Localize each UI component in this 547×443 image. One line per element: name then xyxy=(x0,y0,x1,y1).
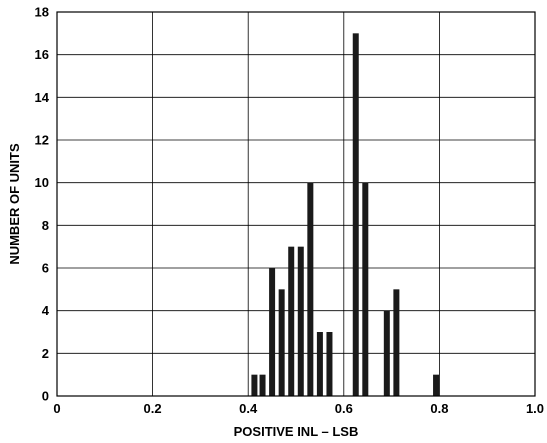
tick-labels: 0 2 4 6 8 10 12 14 16 18 0 0.2 0.4 0.6 0.8 1.0 xyxy=(35,5,545,417)
histogram-bar xyxy=(326,332,333,396)
x-tick-label: 0.6 xyxy=(335,401,353,416)
y-tick-label: 16 xyxy=(35,47,49,62)
histogram-bar xyxy=(259,374,266,396)
y-tick-label: 14 xyxy=(35,90,50,105)
y-tick-label: 12 xyxy=(35,133,49,148)
y-tick-label: 10 xyxy=(35,175,49,190)
x-tick-label: 0.8 xyxy=(430,401,448,416)
x-tick-label: 1.0 xyxy=(526,401,544,416)
x-tick-label: 0.4 xyxy=(239,401,258,416)
x-axis-title: POSITIVE INL – LSB xyxy=(234,424,359,439)
grid-lines xyxy=(57,12,535,396)
histogram-bar xyxy=(288,246,295,396)
y-tick-label: 0 xyxy=(42,389,49,404)
bars xyxy=(251,33,440,396)
histogram-bar xyxy=(251,374,258,396)
plot-frame xyxy=(56,11,536,397)
histogram-bar xyxy=(383,310,390,396)
histogram-bar xyxy=(269,268,276,396)
y-tick-label: 4 xyxy=(42,303,50,318)
y-tick-label: 8 xyxy=(42,218,49,233)
x-tick-label: 0 xyxy=(53,401,60,416)
histogram-bar xyxy=(393,289,400,396)
histogram-bar xyxy=(307,182,314,396)
y-axis-title: NUMBER OF UNITS xyxy=(7,143,22,265)
y-tick-label: 18 xyxy=(35,5,49,20)
histogram-bar xyxy=(316,332,323,396)
x-tick-label: 0.2 xyxy=(144,401,162,416)
y-tick-label: 2 xyxy=(42,346,49,361)
y-tick-label: 6 xyxy=(42,261,49,276)
histogram-bar xyxy=(352,33,359,396)
histogram-bar xyxy=(278,289,285,396)
histogram-bar xyxy=(297,246,304,396)
histogram-bar xyxy=(362,182,369,396)
histogram-bar xyxy=(433,374,440,396)
